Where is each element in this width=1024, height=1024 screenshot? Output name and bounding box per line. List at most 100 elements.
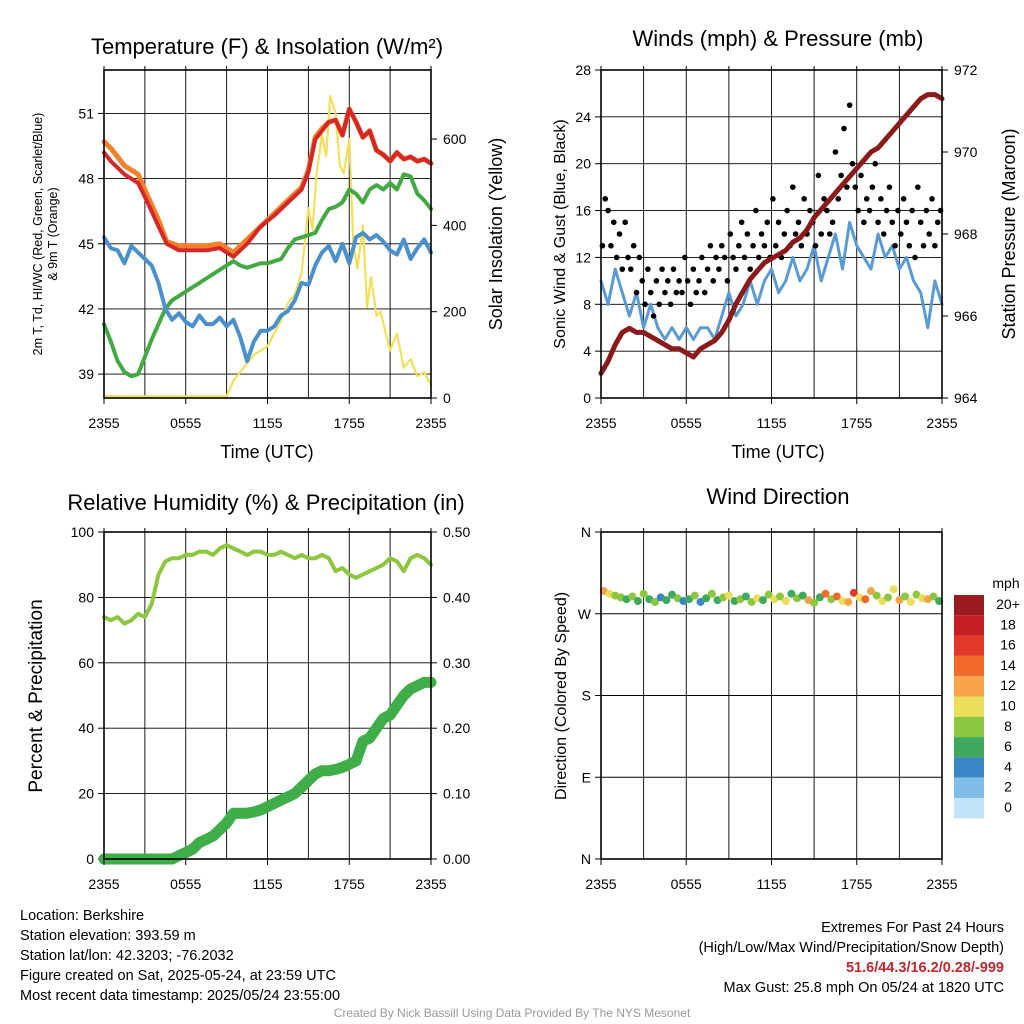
y-tick-label: 20 (575, 156, 591, 172)
y2-tick-label: 970 (954, 144, 978, 160)
y2-tick-label: 400 (443, 217, 467, 233)
gust-point (602, 196, 609, 202)
direction-point (747, 597, 756, 606)
y2-tick-label: 0.10 (443, 786, 470, 802)
gust-point (753, 207, 759, 214)
gust-point (835, 196, 842, 202)
direction-point (690, 591, 699, 600)
gust-point (664, 278, 671, 284)
legend-swatch (954, 737, 984, 758)
y-axis-label: Percent & Precipitation (26, 599, 47, 792)
gust-point (903, 219, 910, 226)
gust-point (889, 219, 896, 226)
x-tick-label: 0555 (671, 876, 702, 892)
legend-swatch (954, 595, 984, 616)
gust-point (747, 266, 753, 272)
gust-point (906, 242, 913, 249)
gust-point (639, 278, 646, 284)
legend-label: 10 (1000, 698, 1016, 714)
gust-point (929, 196, 935, 202)
direction-point (821, 589, 830, 598)
extremes-title: Extremes For Past 24 Hours (821, 920, 1004, 936)
x-tick-label: 0555 (170, 415, 201, 431)
y-tick-label: 12 (575, 249, 591, 265)
extremes-values: 51.6/44.3/16.2/0.28/-999 (845, 960, 1004, 976)
direction-point (650, 597, 659, 606)
gust-point (693, 289, 699, 296)
direction-point (849, 588, 858, 597)
y-tick-label: 51 (78, 105, 94, 121)
chart-title: Wind Direction (706, 484, 849, 509)
gust-point (807, 207, 813, 214)
legend-label: 8 (1004, 718, 1012, 734)
gust-point (696, 278, 702, 284)
gust-point (670, 266, 677, 272)
direction-point (668, 590, 677, 599)
y-tick-label: 80 (78, 589, 94, 605)
direction-point (764, 590, 773, 599)
y-tick-label: 100 (71, 524, 95, 540)
gust-point (679, 289, 685, 296)
y2-tick-label: 0.40 (443, 589, 470, 605)
x-tick-label: 2355 (926, 876, 957, 892)
x-tick-label: 1155 (756, 415, 786, 431)
latlon-text: Station lat/lon: 42.3203; -76.2032 (20, 948, 234, 964)
direction-point (702, 594, 711, 603)
extremes-subtitle: (High/Low/Max Wind/Precipitation/Snow De… (698, 940, 1004, 956)
y2-tick-label: 0.50 (443, 524, 470, 540)
legend-swatch (954, 635, 984, 656)
gust-point (900, 196, 907, 202)
gust-point (852, 184, 859, 190)
gust-point (858, 172, 864, 179)
direction-point (696, 597, 705, 606)
gust-point (628, 266, 634, 272)
y2-tick-label: 964 (954, 390, 978, 406)
direction-point (639, 589, 648, 598)
direction-point (844, 597, 853, 606)
gust-point (878, 196, 884, 202)
direction-point (685, 595, 694, 604)
gust-point (920, 242, 927, 249)
gust-point (662, 289, 668, 296)
created-text: Figure created on Sat, 2025-05-24, at 23… (20, 968, 336, 984)
gust-point (866, 207, 873, 214)
gust-point (687, 301, 694, 308)
gust-point (883, 207, 890, 214)
direction-point (906, 597, 915, 606)
x-tick-label: 2355 (585, 876, 616, 892)
gust-point (872, 160, 879, 167)
station-info: Location: Berkshire Station elevation: 3… (20, 906, 340, 1006)
gust-point (701, 289, 708, 296)
gust-point (798, 242, 805, 249)
y2-axis-label: Solar Insolation (Yellow) (486, 138, 506, 330)
y-tick-label: N (581, 524, 591, 540)
x-tick-label: 1755 (334, 876, 365, 892)
gust-point (772, 242, 779, 249)
gust-point (682, 254, 688, 261)
legend-swatch (954, 655, 984, 677)
gust-point (758, 231, 765, 237)
y-tick-label: 60 (78, 655, 94, 671)
gust-point (721, 254, 728, 261)
gust-point (650, 313, 657, 319)
y2-tick-label: 200 (443, 304, 467, 320)
gust-point (815, 172, 822, 179)
gust-point (610, 219, 617, 226)
x-axis-label: Time (UTC) (220, 442, 313, 462)
gust-point (775, 219, 782, 226)
gust-point (801, 196, 807, 202)
gust-point (792, 231, 799, 237)
legend-swatch (954, 757, 984, 778)
gust-point (713, 254, 719, 261)
y-tick-label: 20 (78, 786, 94, 802)
x-tick-label: 1755 (841, 415, 872, 431)
direction-point (633, 597, 642, 606)
chart-title: Relative Humidity (%) & Precipitation (i… (67, 490, 464, 515)
gust-point (841, 125, 847, 132)
direction-point (861, 595, 870, 604)
gust-point (636, 254, 643, 261)
direction-point (776, 592, 785, 601)
gust-point (824, 207, 830, 214)
x-tick-label: 0555 (170, 876, 201, 892)
